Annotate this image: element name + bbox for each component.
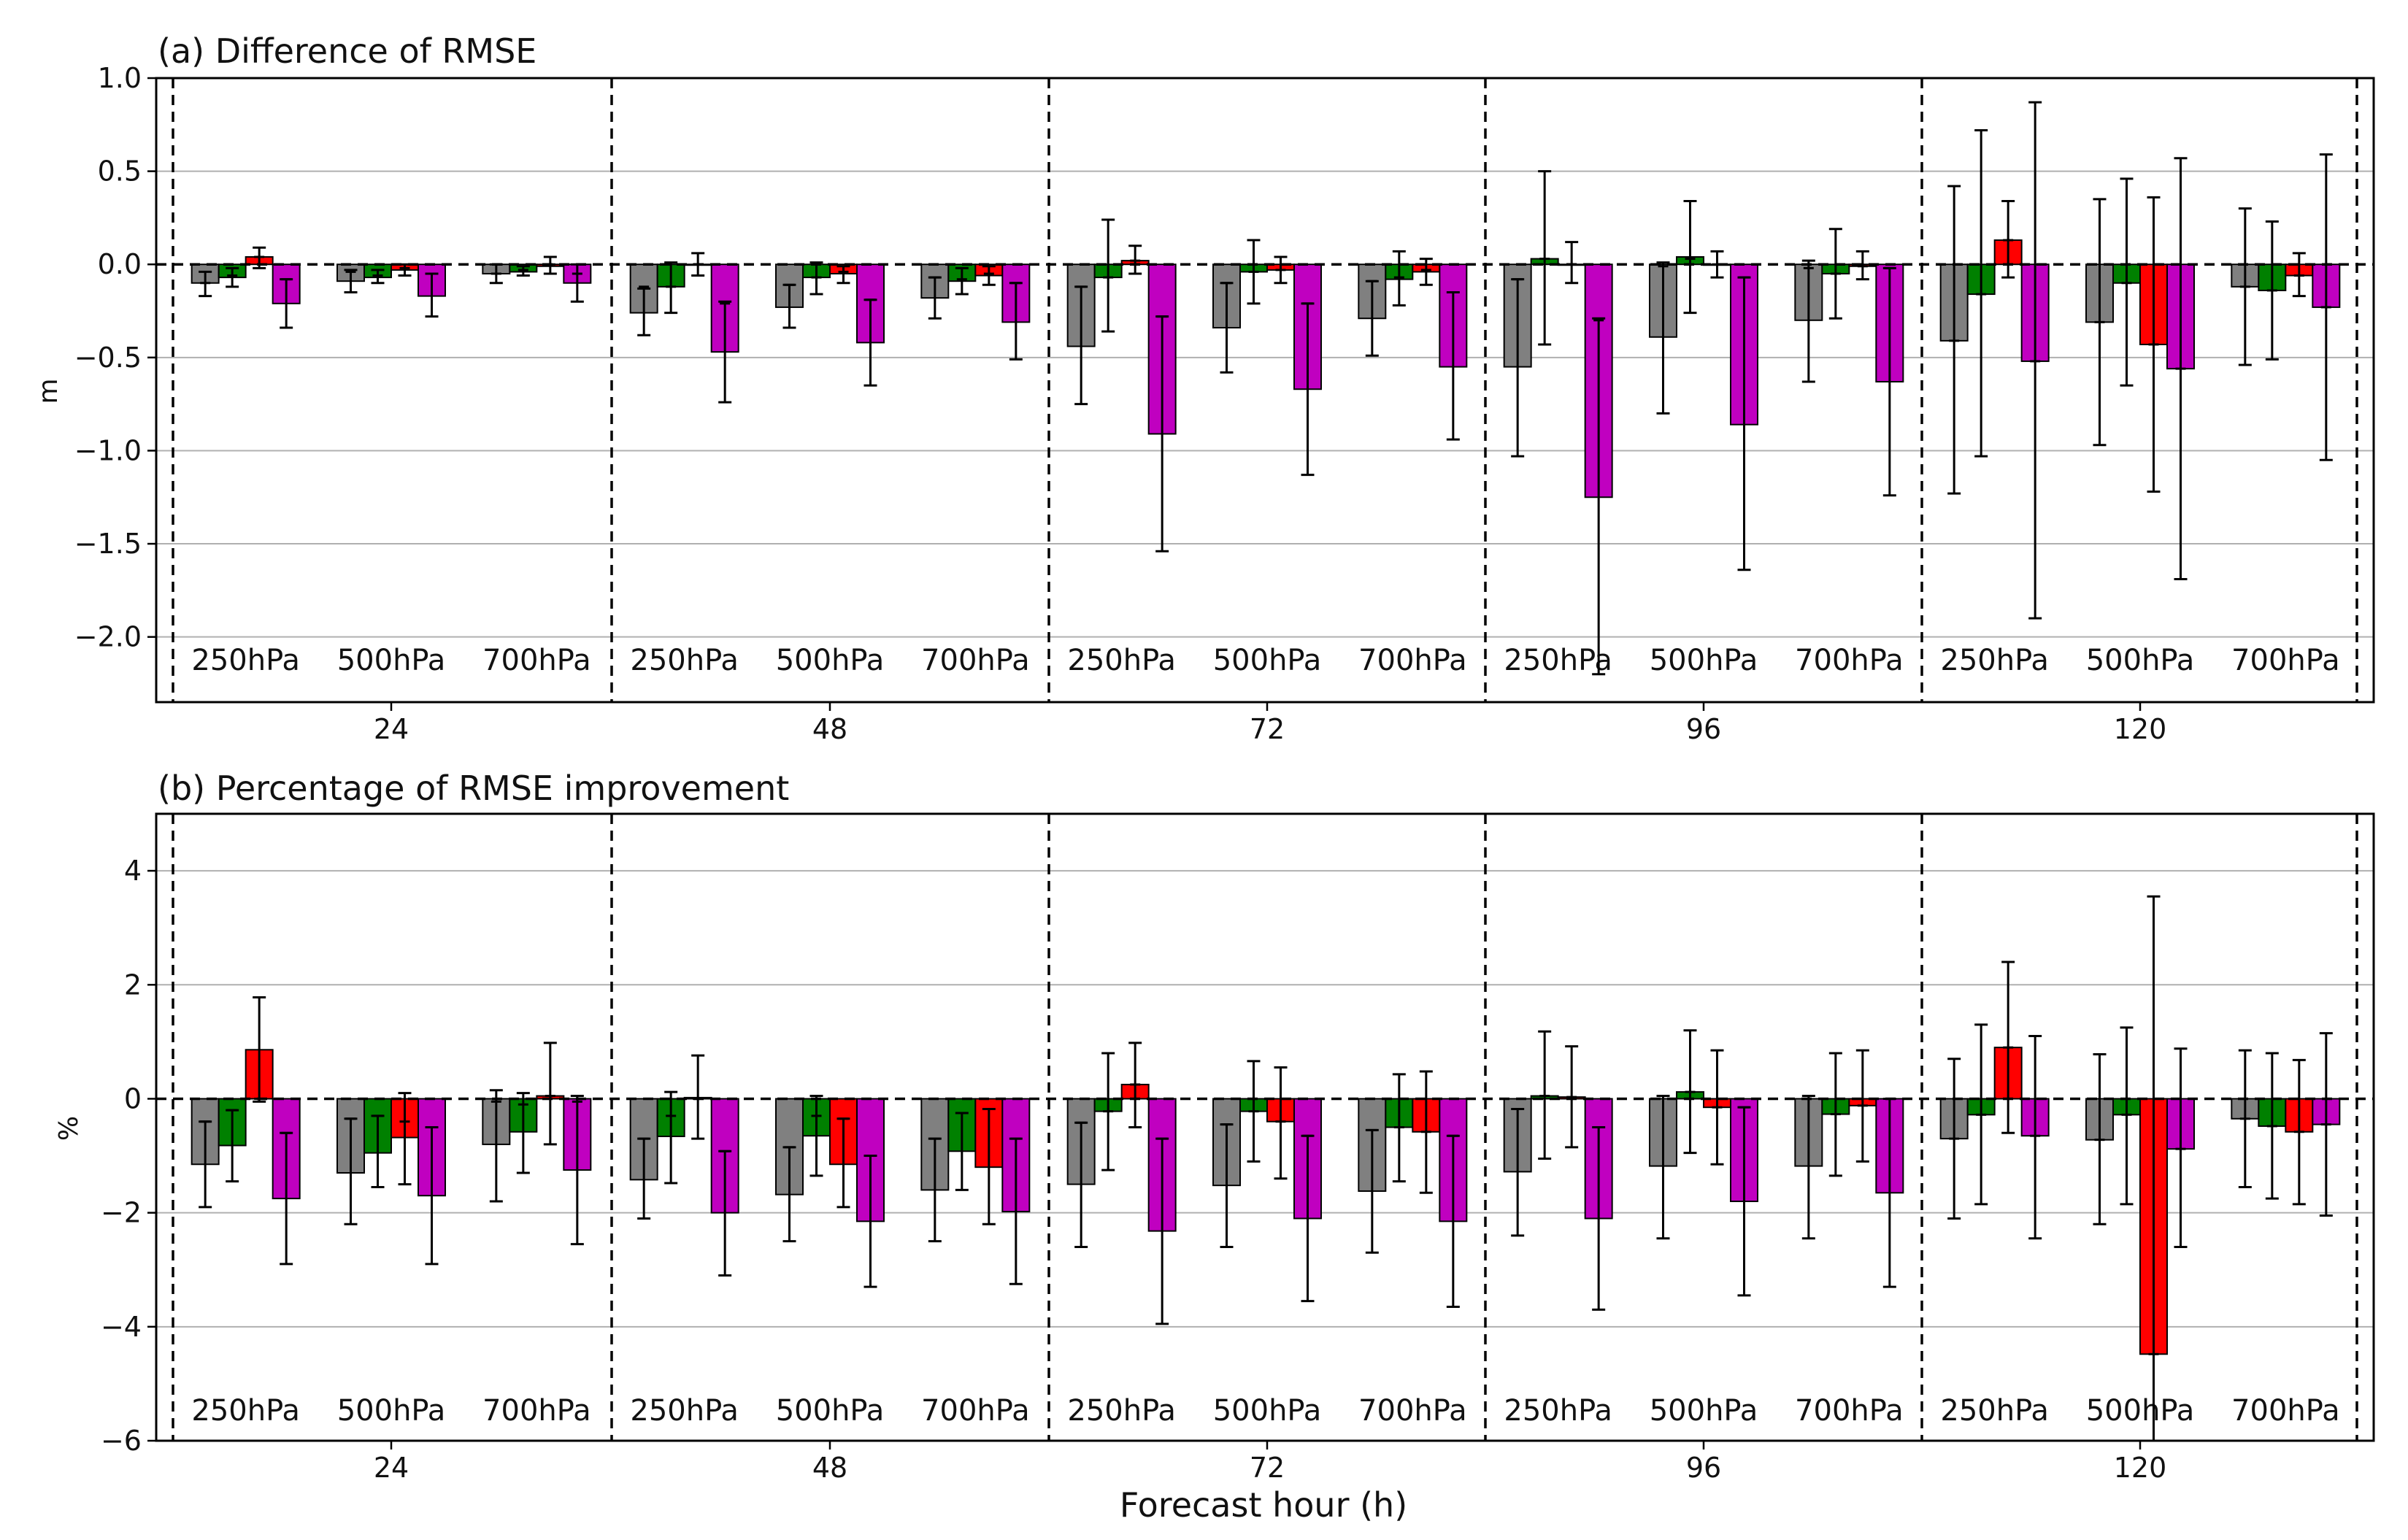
level-label-a: 500hPa (1213, 644, 1322, 677)
level-label-b: 500hPa (1213, 1394, 1322, 1428)
level-label-b: 250hPa (1067, 1394, 1176, 1428)
level-label-a: 250hPa (630, 644, 739, 677)
level-label-b: 500hPa (1650, 1394, 1758, 1428)
ytick-label-a: −0.5 (74, 342, 142, 374)
ytick-label-a: 1.0 (98, 62, 142, 94)
level-label-a: 700hPa (1358, 644, 1467, 677)
level-label-a: 700hPa (482, 644, 591, 677)
level-label-b: 500hPa (776, 1394, 885, 1428)
ytick-label-a: 0.5 (98, 155, 142, 188)
level-label-b: 700hPa (1795, 1394, 1904, 1428)
panel-b-frame (155, 812, 2375, 1442)
xtick-label-b: 24 (374, 1452, 409, 1484)
ytick-label-b: −6 (101, 1425, 142, 1457)
level-label-b: 700hPa (2231, 1394, 2340, 1428)
ytick-label-a: 0.0 (98, 248, 142, 280)
level-label-a: 250hPa (1504, 644, 1612, 677)
level-label-a: 700hPa (1795, 644, 1904, 677)
level-label-b: 250hPa (1504, 1394, 1612, 1428)
level-label-b: 250hPa (1940, 1394, 2049, 1428)
xtick-label-b: 72 (1250, 1452, 1285, 1484)
xtick-label-b: 120 (2114, 1452, 2167, 1484)
level-label-a: 700hPa (2231, 644, 2340, 677)
level-label-b: 500hPa (2086, 1394, 2195, 1428)
level-label-a: 250hPa (1940, 644, 2049, 677)
level-label-a: 500hPa (776, 644, 885, 677)
panel-b-ylabel: % (54, 1116, 84, 1141)
panel-b-plot: 4 2 0 −2 −4 −6 24 250hPa 500hPa 700hPa 48 250hPa 500… (101, 814, 2374, 1484)
xtick-label-a: 72 (1250, 713, 1285, 745)
xtick-label-a: 48 (812, 713, 847, 745)
level-label-a: 500hPa (2086, 644, 2195, 677)
ytick-label-b: −2 (101, 1197, 142, 1229)
level-label-a: 250hPa (191, 644, 300, 677)
level-label-a: 500hPa (337, 644, 446, 677)
ytick-label-a: −1.5 (74, 528, 142, 560)
ytick-label-a: −2.0 (74, 621, 142, 653)
level-label-b: 700hPa (921, 1394, 1030, 1428)
level-label-a: 500hPa (1650, 644, 1758, 677)
level-label-a: 250hPa (1067, 644, 1176, 677)
x-axis-label: Forecast hour (h) (1120, 1485, 1407, 1525)
xtick-label-b: 48 (812, 1452, 847, 1484)
panel-a-ylabel: m (34, 378, 64, 404)
level-label-b: 500hPa (337, 1394, 446, 1428)
panel-b-title: (b) Percentage of RMSE improvement (158, 769, 789, 808)
xtick-label-a: 24 (374, 713, 409, 745)
level-label-b: 250hPa (191, 1394, 300, 1428)
panel-b: (b) Percentage of RMSE improvement % 4 2 0… (54, 769, 2375, 1484)
panel-a-frame (155, 77, 2375, 704)
ytick-label-b: −4 (101, 1311, 142, 1343)
panel-a-plot: 1.0 0.5 0.0 −0.5 −1.0 −1.5 −2.0 24 250hPa 500hPa 7… (74, 62, 2374, 745)
level-label-b: 700hPa (1358, 1394, 1467, 1428)
panel-a: (a) Difference of RMSE m 1.0 0.5 0.0 −0.5 −1… (34, 31, 2375, 745)
ytick-label-b: 2 (124, 969, 142, 1001)
level-label-b: 700hPa (482, 1394, 591, 1428)
xtick-label-a: 96 (1686, 713, 1721, 745)
xtick-label-a: 120 (2114, 713, 2167, 745)
xtick-label-b: 96 (1686, 1452, 1721, 1484)
panel-a-title: (a) Difference of RMSE (158, 31, 536, 71)
level-label-a: 700hPa (921, 644, 1030, 677)
ytick-label-b: 0 (124, 1082, 142, 1114)
ytick-label-b: 4 (124, 855, 142, 887)
ytick-label-a: −1.0 (74, 434, 142, 466)
level-label-b: 250hPa (630, 1394, 739, 1428)
